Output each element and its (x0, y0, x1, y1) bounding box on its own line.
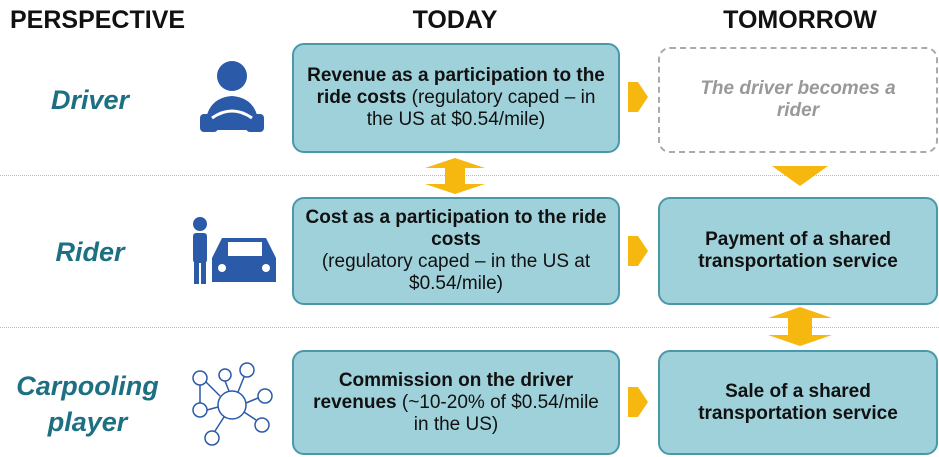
header-tomorrow: TOMORROW (723, 6, 877, 34)
today-box: Commission on the driver revenues (~10-2… (292, 350, 620, 455)
tomorrow-box: Sale of a shared transportation service (658, 350, 938, 455)
arrow-right (628, 387, 648, 417)
today-bold: Revenue as a participation to the ride c… (307, 65, 605, 108)
today-bold: Commission on the driver revenues (313, 369, 574, 413)
arrow-right (628, 236, 648, 266)
today-box: Cost as a participation to the ride cost… (292, 197, 620, 305)
perspective-label: Driver (50, 85, 130, 115)
today-normal: (regulatory caped – in the US at $0.54/m… (321, 251, 591, 294)
today-box: Revenue as a participation to the ride c… (292, 43, 620, 153)
tomorrow-text: Sale of a shared transportation service (698, 380, 898, 424)
arrow-right (628, 82, 648, 112)
tomorrow-box: The driver becomes a rider (658, 47, 938, 153)
driver-icon (200, 61, 264, 132)
arrow-double (425, 158, 485, 194)
tomorrow-box: Payment of a shared transportation servi… (658, 197, 938, 305)
arrow-down (772, 166, 828, 186)
tomorrow-text: Payment of a shared transportation servi… (698, 229, 898, 272)
network-icon (192, 362, 273, 446)
arrow-double (768, 307, 832, 346)
separator (0, 327, 939, 328)
perspective-label: Rider (55, 237, 125, 267)
arrows (425, 82, 832, 417)
separator (0, 175, 939, 176)
tomorrow-text: The driver becomes a rider (700, 78, 896, 121)
today-bold: Cost as a participation to the ride cost… (305, 207, 607, 250)
header-perspective: PERSPECTIVE (10, 6, 186, 34)
today-normal: (~10-20% of $0.54/mile in the US) (401, 391, 599, 435)
today-normal: (regulatory caped – in the US at $0.54/m… (366, 87, 596, 130)
header-today: TODAY (412, 6, 498, 34)
rider-icon (193, 217, 276, 284)
perspective-label: Carpooling player (16, 371, 159, 437)
